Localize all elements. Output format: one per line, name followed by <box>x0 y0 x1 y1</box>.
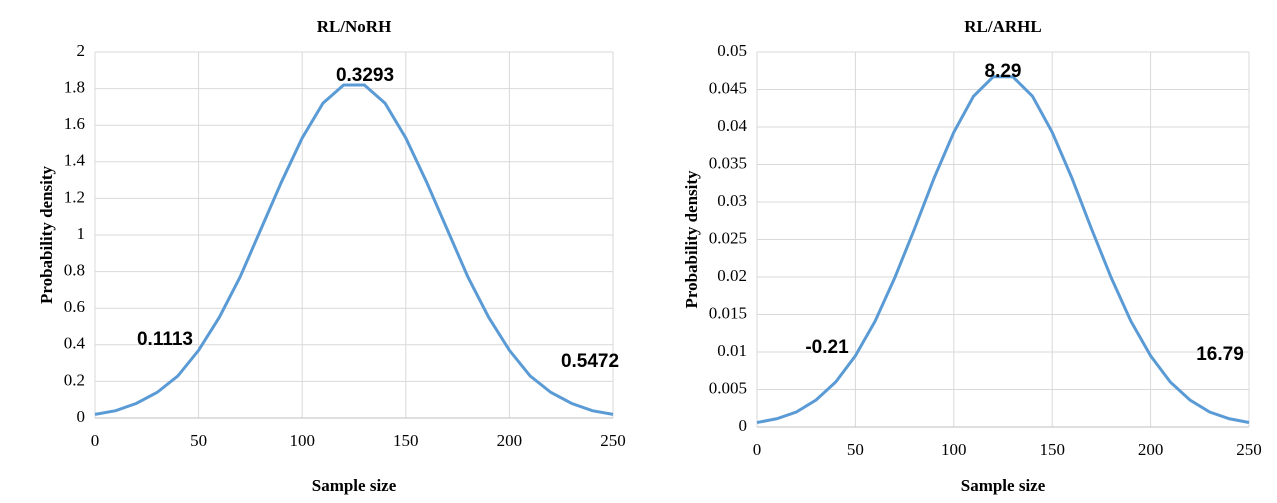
x-tick-label: 0 <box>91 431 100 450</box>
x-tick-label: 150 <box>393 431 419 450</box>
x-tick-label: 50 <box>190 431 207 450</box>
x-tick-label: 200 <box>1138 440 1164 459</box>
x-tick-label: 250 <box>1236 440 1262 459</box>
x-axis-label: Sample size <box>312 476 397 495</box>
x-tick-label: 100 <box>289 431 315 450</box>
y-axis-label: Probability density <box>682 170 701 309</box>
y-axis-label: Probability density <box>37 165 56 304</box>
x-tick-label: 200 <box>497 431 523 450</box>
y-tick-label: 0.025 <box>709 228 747 247</box>
y-tick-label: 1.6 <box>64 114 85 133</box>
annotation: 0.3293 <box>336 65 394 86</box>
y-tick-label: 1.4 <box>64 151 86 170</box>
y-tick-label: 1.2 <box>64 187 85 206</box>
y-tick-label: 1.8 <box>64 78 85 97</box>
y-tick-label: 1 <box>77 224 86 243</box>
y-tick-label: 2 <box>77 41 86 60</box>
y-tick-label: 0.05 <box>717 41 747 60</box>
y-tick-label: 0.04 <box>717 116 747 135</box>
x-tick-label: 150 <box>1039 440 1065 459</box>
y-tick-label: 0.02 <box>717 266 747 285</box>
line-series <box>94 83 614 416</box>
line-series <box>756 75 1250 424</box>
y-tick-label: 0.01 <box>717 341 747 360</box>
chart-title: RL/NoRH <box>317 17 392 36</box>
annotation: 0.5472 <box>561 351 619 372</box>
x-tick-label: 50 <box>847 440 864 459</box>
annotation: 16.79 <box>1196 344 1244 365</box>
annotation: 0.1113 <box>137 329 193 350</box>
x-axis-label: Sample size <box>961 476 1046 495</box>
chart-title: RL/ARHL <box>964 17 1041 36</box>
x-tick-label: 250 <box>600 431 626 450</box>
y-tick-label: 0.045 <box>709 78 747 97</box>
y-tick-label: 0.015 <box>709 303 747 322</box>
y-tick-label: 0.4 <box>64 334 86 353</box>
y-tick-label: 0.2 <box>64 370 85 389</box>
y-tick-label: 0 <box>77 407 86 426</box>
x-tick-label: 0 <box>753 440 762 459</box>
y-tick-label: 0.6 <box>64 297 85 316</box>
y-tick-label: 0.005 <box>709 378 747 397</box>
y-tick-label: 0.8 <box>64 261 85 280</box>
y-tick-label: 0.035 <box>709 153 747 172</box>
y-tick-label: 0.03 <box>717 191 747 210</box>
x-tick-label: 100 <box>941 440 967 459</box>
annotation: -0.21 <box>805 337 849 358</box>
y-tick-label: 0 <box>739 416 748 435</box>
annotation: 8.29 <box>985 61 1022 82</box>
